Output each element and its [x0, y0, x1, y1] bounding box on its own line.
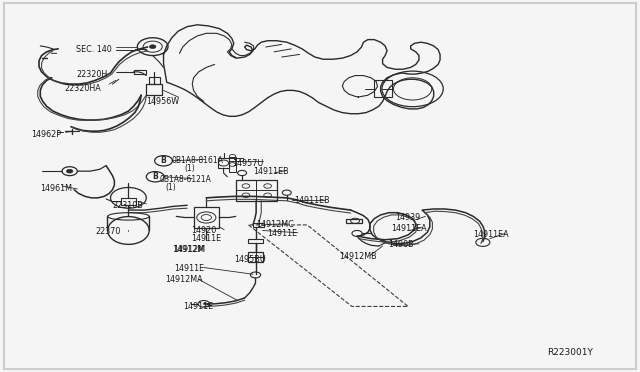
Text: 22320H: 22320H	[76, 70, 108, 79]
Text: 14911E: 14911E	[268, 229, 298, 238]
Text: (1): (1)	[166, 183, 176, 192]
Text: R223001Y: R223001Y	[547, 348, 593, 357]
Text: 14912MB: 14912MB	[339, 252, 377, 261]
Text: 14911EA: 14911EA	[392, 224, 427, 233]
Bar	[229, 158, 243, 161]
Text: 14911EB: 14911EB	[253, 167, 289, 176]
Text: 14911EA: 14911EA	[473, 230, 509, 239]
Text: 22370: 22370	[95, 227, 120, 236]
Text: 14911EB: 14911EB	[294, 196, 330, 205]
Text: 14912M: 14912M	[173, 245, 205, 254]
Text: 1495BU: 1495BU	[234, 255, 266, 264]
Bar	[248, 239, 262, 243]
Bar	[346, 219, 362, 223]
Text: (1): (1)	[184, 164, 195, 173]
Text: B: B	[161, 156, 166, 165]
Bar	[253, 223, 264, 227]
Bar	[147, 84, 163, 95]
Text: 22310B: 22310B	[113, 201, 143, 210]
Text: 1490B: 1490B	[388, 240, 413, 249]
Text: 14956W: 14956W	[147, 97, 179, 106]
Bar	[193, 207, 219, 228]
Text: 14939: 14939	[396, 213, 420, 222]
Circle shape	[150, 45, 156, 48]
Text: 0B1A8-6121A: 0B1A8-6121A	[159, 175, 211, 184]
Text: SEC. 140: SEC. 140	[76, 45, 112, 54]
Text: 14911E: 14911E	[174, 264, 205, 273]
Text: 14912M: 14912M	[172, 244, 204, 253]
Text: 0B1A8-8161A: 0B1A8-8161A	[172, 155, 224, 164]
Text: B: B	[152, 172, 158, 181]
Text: 14912MC: 14912MC	[256, 221, 294, 230]
Text: 14962P: 14962P	[31, 130, 61, 140]
Bar	[374, 80, 392, 97]
Bar	[236, 180, 277, 201]
Bar	[149, 77, 160, 84]
Text: 14961M: 14961M	[40, 185, 72, 193]
Text: 14912MA: 14912MA	[166, 275, 203, 284]
Text: 14920: 14920	[191, 226, 216, 235]
Bar	[134, 70, 147, 74]
Bar	[229, 157, 236, 172]
Bar	[218, 158, 229, 168]
Text: 22320HA: 22320HA	[65, 84, 101, 93]
Text: 14911E: 14911E	[191, 234, 221, 243]
Bar	[121, 198, 136, 205]
Text: 14911E: 14911E	[182, 302, 213, 311]
Circle shape	[67, 169, 73, 173]
Text: 14957U: 14957U	[232, 158, 263, 167]
Bar	[248, 251, 262, 262]
